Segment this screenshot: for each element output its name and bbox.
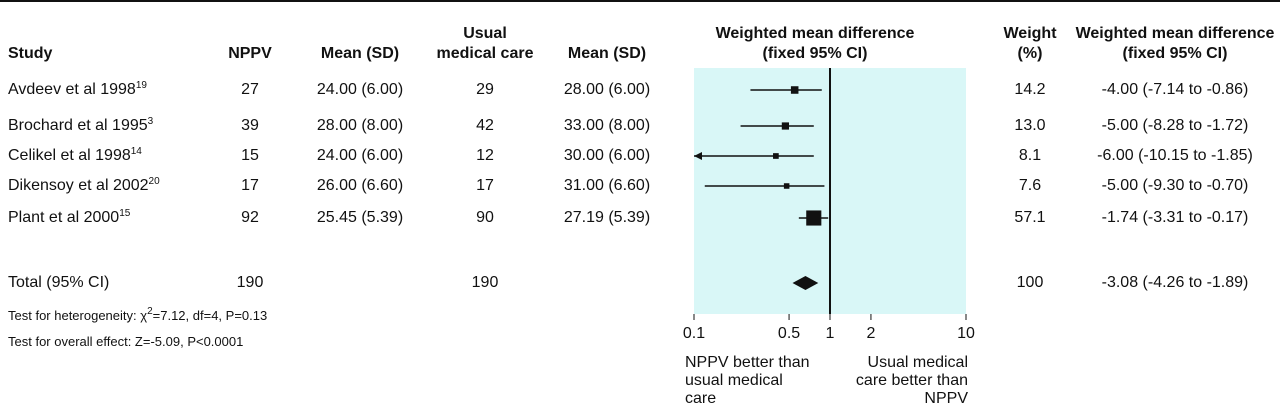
study-name: Avdeev et al 199819: [8, 80, 147, 99]
x-tick-label: 0.1: [683, 325, 705, 342]
study-weight: 57.1: [1014, 209, 1046, 226]
study-nppv-n: 92: [241, 209, 259, 226]
study-name: Brochard et al 19953: [8, 116, 154, 135]
top-rule: [0, 0, 1280, 2]
header-weight-line2: (%): [1017, 45, 1043, 62]
x-tick-label: 10: [957, 325, 975, 342]
header-mean-umc: Mean (SD): [567, 45, 647, 62]
point-estimate-square: [781, 122, 790, 130]
study-weight: 7.6: [1018, 177, 1042, 194]
header-wmd-plot-line1: Weighted mean difference: [715, 25, 915, 42]
total-weight: 100: [1016, 274, 1044, 291]
right-caption: Usual medical care better than NPPV: [855, 354, 968, 407]
study-nppv-mean: 26.00 (6.60): [316, 177, 404, 194]
total-label: Total (95% CI): [8, 274, 110, 291]
heterogeneity-test: Test for heterogeneity: χ2=7.12, df=4, P…: [8, 306, 268, 324]
x-tick-label: 1: [826, 325, 835, 342]
pooled-estimate-diamond: [792, 276, 819, 290]
study-umc-mean: 28.00 (6.00): [563, 81, 651, 98]
point-estimate-square: [773, 153, 779, 159]
point-estimate-square: [790, 86, 799, 94]
header-wmd-line2: (fixed 95% CI): [1122, 45, 1228, 62]
study-name: Dikensoy et al 200220: [8, 176, 160, 195]
overall-effect-test: Test for overall effect: Z=-5.09, P<0.00…: [8, 334, 244, 349]
study-weight: 13.0: [1014, 117, 1046, 134]
study-nppv-n: 39: [241, 117, 259, 134]
header-nppv: NPPV: [228, 45, 272, 62]
study-wmd: -4.00 (-7.14 to -0.86): [1101, 81, 1249, 98]
study-umc-n: 29: [476, 81, 494, 98]
study-nppv-n: 15: [241, 147, 259, 164]
x-tick-label: 2: [866, 325, 875, 342]
study-nppv-mean: 24.00 (6.00): [316, 81, 404, 98]
study-umc-mean: 33.00 (8.00): [563, 117, 651, 134]
study-wmd: -5.00 (-8.28 to -1.72): [1101, 117, 1249, 134]
total-nppv-n: 190: [236, 274, 264, 291]
study-name: Plant et al 200015: [8, 208, 131, 227]
total-wmd: -3.08 (-4.26 to -1.89): [1101, 274, 1249, 291]
header-umc-line2: medical care: [436, 45, 534, 62]
study-nppv-n: 17: [241, 177, 259, 194]
header-umc-line1: Usual: [463, 25, 507, 42]
header-mean-nppv: Mean (SD): [320, 45, 400, 62]
point-estimate-square: [806, 210, 822, 226]
study-umc-n: 17: [476, 177, 494, 194]
study-weight: 8.1: [1018, 147, 1042, 164]
header-wmd-plot-line2: (fixed 95% CI): [762, 45, 868, 62]
study-nppv-n: 27: [241, 81, 259, 98]
point-estimate-square: [783, 183, 790, 189]
study-wmd: -5.00 (-9.30 to -0.70): [1101, 177, 1249, 194]
ci-arrow-left: [694, 152, 702, 160]
study-umc-n: 90: [476, 209, 494, 226]
x-tick-label: 0.5: [778, 325, 800, 342]
study-nppv-mean: 25.45 (5.39): [316, 209, 404, 226]
study-umc-mean: 31.00 (6.60): [563, 177, 651, 194]
study-umc-n: 42: [476, 117, 494, 134]
header-study: Study: [8, 45, 53, 62]
study-umc-mean: 30.00 (6.00): [563, 147, 651, 164]
study-name: Celikel et al 199814: [8, 146, 142, 165]
study-nppv-mean: 28.00 (8.00): [316, 117, 404, 134]
study-umc-mean: 27.19 (5.39): [563, 209, 651, 226]
study-umc-n: 12: [476, 147, 494, 164]
study-wmd: -1.74 (-3.31 to -0.17): [1101, 209, 1249, 226]
total-umc-n: 190: [471, 274, 499, 291]
study-wmd: -6.00 (-10.15 to -1.85): [1097, 147, 1253, 164]
left-caption: NPPV better than usual medical care: [685, 354, 810, 407]
header-wmd-line1: Weighted mean difference: [1075, 25, 1275, 42]
study-weight: 14.2: [1014, 81, 1046, 98]
header-weight-line1: Weight: [1003, 25, 1057, 42]
study-nppv-mean: 24.00 (6.00): [316, 147, 404, 164]
